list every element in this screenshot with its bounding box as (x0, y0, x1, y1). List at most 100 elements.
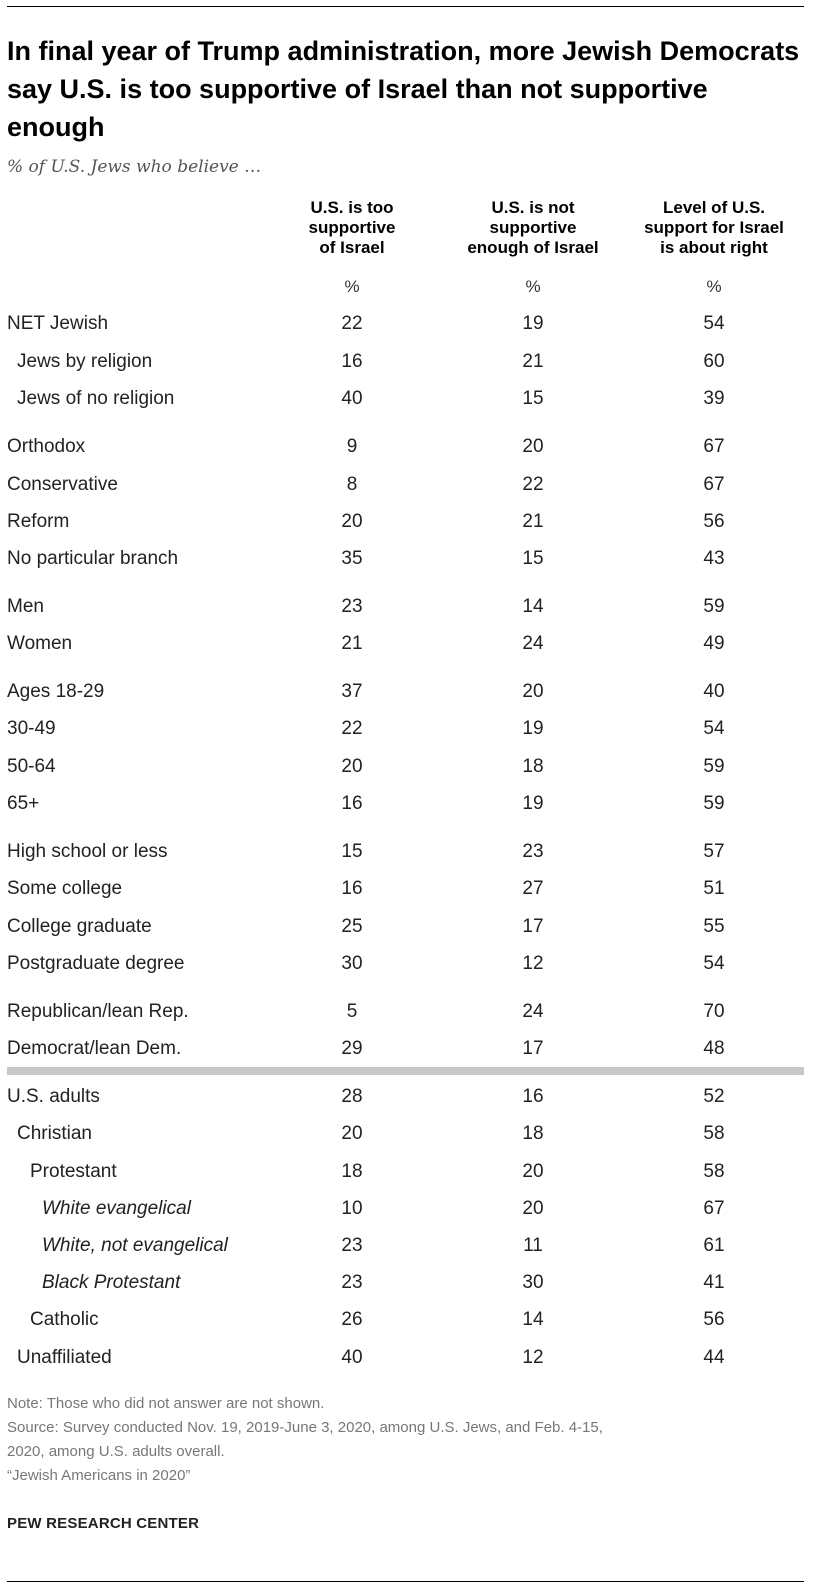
row-label: White, not evangelical (42, 1235, 228, 1256)
note-text: Note: Those who did not answer are not s… (7, 1395, 325, 1412)
table-row: Some college 16 27 51 (0, 876, 840, 902)
table-row: Black Protestant 23 30 41 (0, 1270, 840, 1296)
table-row: Postgraduate degree 30 12 54 (0, 951, 840, 977)
cell-value-col2: 24 (522, 633, 544, 654)
row-label: Men (7, 596, 44, 617)
row-label: No particular branch (7, 548, 179, 569)
row-label: High school or less (7, 841, 168, 862)
cell-value-col1: 20 (341, 511, 363, 532)
table-row: White, not evangelical 23 11 61 (0, 1233, 840, 1259)
cell-value-col2: 20 (522, 681, 544, 702)
cell-value-col3: 54 (703, 718, 725, 739)
column-header-line: is about right (660, 238, 768, 257)
row-label: NET Jewish (7, 313, 109, 334)
cell-value-col1: 16 (341, 351, 363, 372)
cell-value-col3: 51 (703, 878, 725, 899)
column-header-line: support for Israel (644, 218, 784, 237)
cell-value-col1: 15 (341, 841, 363, 862)
top-rule (7, 6, 804, 7)
cell-value-col1: 5 (346, 1001, 358, 1022)
section-divider (7, 1067, 804, 1075)
cell-value-col3: 67 (703, 474, 725, 495)
cell-value-col2: 17 (522, 1038, 544, 1059)
row-label: Unaffiliated (17, 1347, 112, 1368)
cell-value-col3: 59 (703, 793, 725, 814)
cell-value-col2: 24 (522, 1001, 544, 1022)
table-row: Jews by religion 16 21 60 (0, 349, 840, 375)
row-label: Orthodox (7, 436, 86, 457)
cell-value-col3: 56 (703, 1309, 725, 1330)
column-header-2: U.S. is not supportive enough of Israel (438, 198, 628, 258)
row-label: White evangelical (42, 1198, 191, 1219)
cell-value-col2: 27 (522, 878, 544, 899)
row-label: Conservative (7, 474, 118, 495)
cell-value-col1: 20 (341, 756, 363, 777)
cell-value-col3: 54 (703, 313, 725, 334)
row-label: 50-64 (7, 756, 56, 777)
table-row: Unaffiliated 40 12 44 (0, 1345, 840, 1371)
table-row: Men 23 14 59 (0, 594, 840, 620)
cell-value-col3: 56 (703, 511, 725, 532)
row-label: Catholic (30, 1309, 99, 1330)
column-header-line: supportive (489, 218, 577, 237)
cell-value-col3: 61 (703, 1235, 725, 1256)
cell-value-col1: 23 (341, 1235, 363, 1256)
row-label: 65+ (7, 793, 40, 814)
cell-value-col2: 17 (522, 916, 544, 937)
cell-value-col1: 16 (341, 878, 363, 899)
cell-value-col2: 21 (522, 351, 544, 372)
row-label: Women (7, 633, 73, 654)
row-label: U.S. adults (7, 1086, 100, 1107)
cell-value-col3: 44 (703, 1347, 725, 1368)
cell-value-col1: 23 (341, 596, 363, 617)
chart-title: In final year of Trump administration, m… (7, 36, 800, 142)
cell-value-col1: 9 (346, 436, 358, 457)
cell-value-col1: 40 (341, 1347, 363, 1368)
row-label: Jews by religion (17, 351, 153, 372)
table-row: Jews of no religion 40 15 39 (0, 386, 840, 412)
row-label: Democrat/lean Dem. (7, 1038, 182, 1059)
column-header-line: enough of Israel (467, 238, 599, 257)
cell-value-col1: 29 (341, 1038, 363, 1059)
cell-value-col1: 25 (341, 916, 363, 937)
table-row: Orthodox 9 20 67 (0, 434, 840, 460)
row-label: Jews of no religion (17, 388, 175, 409)
column-unit-3: % (706, 277, 722, 296)
pew-logo-text: PEW RESEARCH CENTER (7, 1515, 200, 1532)
cell-value-col3: 40 (703, 681, 725, 702)
cell-value-col3: 49 (703, 633, 725, 654)
row-label: Reform (7, 511, 70, 532)
cell-value-col3: 67 (703, 1198, 725, 1219)
cell-value-col1: 40 (341, 388, 363, 409)
cell-value-col3: 70 (703, 1001, 725, 1022)
cell-value-col2: 30 (522, 1272, 544, 1293)
source-line-1: Source: Survey conducted Nov. 19, 2019-J… (7, 1419, 603, 1436)
cell-value-col3: 55 (703, 916, 725, 937)
chart-subtitle: % of U.S. Jews who believe … (7, 157, 262, 177)
table-row: 50-64 20 18 59 (0, 754, 840, 780)
cell-value-col2: 19 (522, 793, 544, 814)
cell-value-col2: 18 (522, 756, 544, 777)
source-line-2: 2020, among U.S. adults overall. (7, 1443, 225, 1460)
cell-value-col2: 20 (522, 1198, 544, 1219)
table-row: Protestant 18 20 58 (0, 1159, 840, 1185)
table-row: Republican/lean Rep. 5 24 70 (0, 999, 840, 1025)
row-label: Protestant (30, 1161, 117, 1182)
cell-value-col3: 67 (703, 436, 725, 457)
column-header-line: of Israel (319, 238, 385, 257)
table-row: High school or less 15 23 57 (0, 839, 840, 865)
table-row: White evangelical 10 20 67 (0, 1196, 840, 1222)
cell-value-col2: 11 (523, 1235, 543, 1256)
cell-value-col2: 12 (522, 953, 544, 974)
cell-value-col2: 14 (522, 1309, 544, 1330)
cell-value-col1: 37 (341, 681, 363, 702)
table-row: 30-49 22 19 54 (0, 716, 840, 742)
cell-value-col1: 30 (341, 953, 363, 974)
table-row: 65+ 16 19 59 (0, 791, 840, 817)
table-row: Ages 18-29 37 20 40 (0, 679, 840, 705)
cell-value-col2: 19 (522, 718, 544, 739)
cell-value-col1: 18 (341, 1161, 363, 1182)
column-header-3: Level of U.S. support for Israel is about … (619, 198, 809, 258)
table-row: Women 21 24 49 (0, 631, 840, 657)
cell-value-col1: 22 (341, 313, 363, 334)
